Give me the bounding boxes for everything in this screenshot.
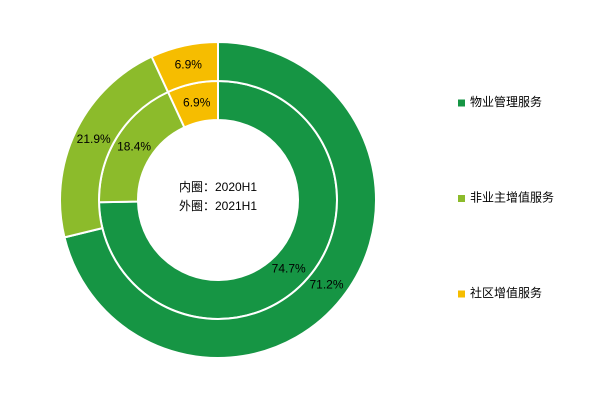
- donut-slice: [63, 40, 377, 359]
- legend-label: 物业管理服务: [470, 94, 542, 109]
- data-label: 18.4%: [117, 140, 151, 154]
- donut-slice: [150, 40, 219, 94]
- data-label: 21.9%: [77, 132, 111, 146]
- data-label: 6.9%: [175, 57, 203, 71]
- legend-label: 社区增值服务: [470, 285, 542, 300]
- legend-swatch: [458, 195, 465, 202]
- legend-label: 非业主增值服务: [470, 190, 554, 205]
- inner-ring-label: 内圈：2020H1: [179, 180, 257, 194]
- outer-ring-label: 外圈：2021H1: [179, 199, 257, 213]
- legend-swatch: [458, 99, 465, 107]
- legend-swatch: [458, 290, 465, 298]
- data-label: 74.7%: [272, 262, 306, 276]
- data-label: 6.9%: [183, 95, 211, 109]
- data-label: 71.2%: [309, 277, 343, 291]
